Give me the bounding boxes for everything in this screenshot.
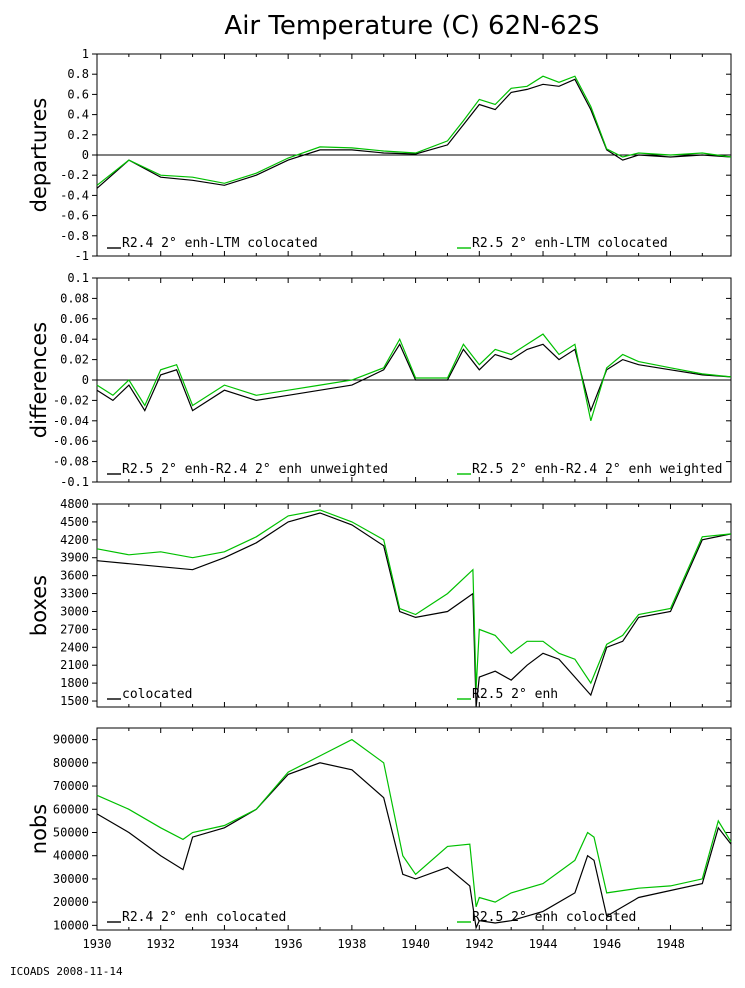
legend-label: R2.5 2° enh-R2.4 2° enh weighted (472, 462, 722, 477)
y-tick-label: 30000 (53, 872, 89, 886)
series-line-black (96, 512, 732, 708)
plot-frame (96, 503, 732, 708)
y-axis-label: differences (27, 322, 51, 438)
y-tick-label: 90000 (53, 733, 89, 747)
y-tick-label: 0.02 (60, 353, 89, 367)
y-tick-label: 0.08 (60, 291, 89, 305)
y-tick-label: 3300 (60, 587, 89, 601)
legend-label: R2.5 2° enh-LTM colocated (472, 236, 668, 251)
legend-label: R2.4 2° enh colocated (122, 910, 286, 925)
y-tick-label: 0.8 (67, 67, 89, 81)
y-tick-label: 2400 (60, 640, 89, 654)
y-tick-label: -0.04 (53, 414, 89, 428)
y-tick-label: 0.04 (60, 332, 89, 346)
y-tick-label: -0.08 (53, 455, 89, 469)
series-line-black (96, 762, 732, 930)
panel-nobs: 90000 80000 70000 60000 50000 40000 30000 20000… (27, 727, 732, 951)
y-tick-label: 1500 (60, 694, 89, 708)
legend-label: R2.5 2° enh colocated (472, 910, 636, 925)
y-tick-label: 1800 (60, 676, 89, 690)
panel-boxes: 4800 4500 4200 3900 3600 3300 3000 2700 2400 2100… (27, 497, 732, 708)
y-tick-label: 1 (82, 47, 89, 61)
y-axis-label: departures (27, 98, 51, 213)
y-tick-label: 3000 (60, 604, 89, 618)
panel-differences: 0.1 0.08 0.06 0.04 0.02 0 -0.02 -0.04 -0.06 -0.08… (27, 271, 732, 489)
y-tick-label: 0.1 (67, 271, 89, 285)
y-axis-label: boxes (27, 575, 51, 636)
y-tick-label: 3900 (60, 551, 89, 565)
figure-title: Air Temperature (C) 62N-62S (224, 11, 599, 41)
footer-source: ICOADS 2008-11-14 (10, 965, 123, 978)
x-tick-label: 1948 (656, 937, 685, 951)
legend-label: R2.5 2° enh-R2.4 2° enh unweighted (122, 462, 388, 477)
y-tick-label: 10000 (53, 918, 89, 932)
y-tick-label: 50000 (53, 825, 89, 839)
y-tick-label: 4800 (60, 497, 89, 511)
y-tick-label: 70000 (53, 779, 89, 793)
y-tick-label: -0.8 (60, 229, 89, 243)
y-tick-label: -0.06 (53, 434, 89, 448)
x-tick-label: 1944 (529, 937, 558, 951)
x-tick-label: 1940 (401, 937, 430, 951)
series-line-green (96, 333, 732, 421)
x-tick-label: 1946 (592, 937, 621, 951)
series-line-black (96, 343, 732, 413)
y-tick-label: -0.2 (60, 168, 89, 182)
plot-frame (96, 727, 732, 931)
x-tick-label: 1942 (465, 937, 494, 951)
y-tick-label: 0.4 (67, 108, 89, 122)
series-line-green (96, 75, 732, 186)
legend-label: R2.4 2° enh-LTM colocated (122, 236, 318, 251)
x-tick-label: 1934 (210, 937, 239, 951)
x-tick-label: 1930 (83, 937, 112, 951)
x-tick-label: 1936 (274, 937, 303, 951)
y-tick-label: -1 (75, 249, 89, 263)
y-tick-label: 4200 (60, 533, 89, 547)
y-tick-label: -0.1 (60, 475, 89, 489)
y-tick-label: 4500 (60, 515, 89, 529)
y-axis-label: nobs (27, 804, 51, 854)
legend-label: R2.5 2° enh (472, 687, 558, 702)
y-tick-label: 0 (82, 373, 89, 387)
y-tick-label: 0.06 (60, 312, 89, 326)
y-tick-label: -0.6 (60, 209, 89, 223)
panels: 1 0.8 0.6 0.4 0.2 0 -0.2 -0.4 -0.6 -0.8 -1 departur… (27, 47, 732, 951)
x-tick-label: 1932 (146, 937, 175, 951)
series-line-green (96, 509, 732, 690)
panel-departures: 1 0.8 0.6 0.4 0.2 0 -0.2 -0.4 -0.6 -0.8 -1 departur… (27, 47, 732, 263)
y-tick-label: 80000 (53, 756, 89, 770)
series-line-green (96, 738, 732, 907)
y-tick-label: -0.4 (60, 188, 89, 202)
y-tick-label: 2700 (60, 622, 89, 636)
y-tick-label: 0.6 (67, 87, 89, 101)
y-tick-label: 2100 (60, 658, 89, 672)
y-tick-label: 0 (82, 148, 89, 162)
y-tick-label: 20000 (53, 895, 89, 909)
y-tick-label: 40000 (53, 849, 89, 863)
y-tick-label: 60000 (53, 802, 89, 816)
x-tick-label: 1938 (337, 937, 366, 951)
y-tick-label: 0.2 (67, 128, 89, 142)
y-tick-label: -0.02 (53, 393, 89, 407)
y-tick-label: 3600 (60, 569, 89, 583)
legend-label: colocated (122, 687, 192, 702)
series-line-black (96, 78, 732, 189)
